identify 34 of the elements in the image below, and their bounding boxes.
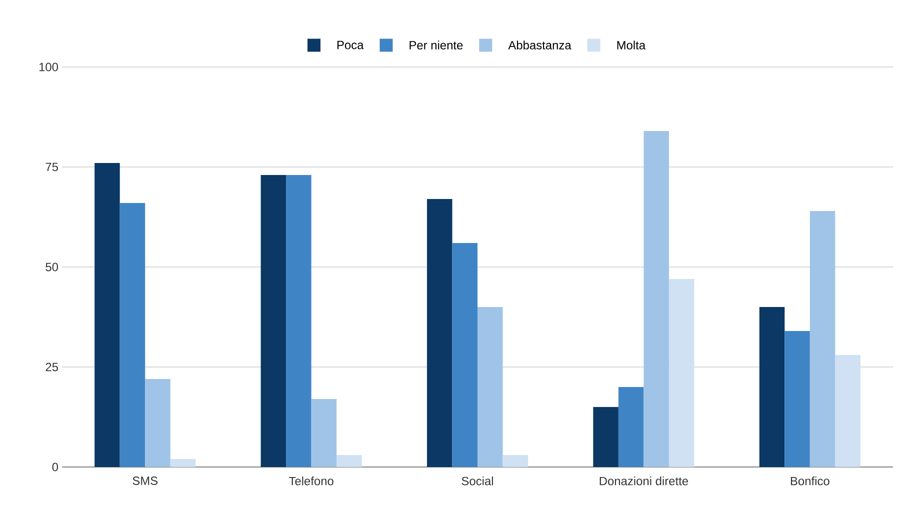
bar bbox=[426, 198, 452, 467]
bar bbox=[94, 162, 120, 467]
bar bbox=[145, 379, 170, 467]
y-tick-label: 75 bbox=[46, 162, 58, 172]
bar bbox=[170, 459, 196, 467]
y-tick-label: 0 bbox=[52, 462, 58, 472]
bar bbox=[759, 306, 785, 467]
bar bbox=[286, 174, 312, 467]
bar bbox=[478, 306, 503, 467]
legend-label: Poca bbox=[337, 40, 364, 50]
x-tick-label: Donazioni dirette bbox=[600, 476, 688, 486]
bar bbox=[260, 174, 286, 467]
bar bbox=[593, 407, 618, 467]
bar bbox=[784, 331, 810, 467]
bar bbox=[644, 130, 669, 467]
bar bbox=[452, 242, 478, 467]
bar bbox=[835, 355, 860, 467]
bar bbox=[810, 210, 836, 467]
legend-label: Molta bbox=[617, 40, 646, 50]
bar bbox=[618, 387, 644, 467]
y-tick-label: 100 bbox=[39, 62, 58, 72]
x-tick-label: Social bbox=[462, 476, 493, 486]
bar bbox=[120, 202, 146, 467]
bar bbox=[311, 399, 337, 467]
legend-label: Per niente bbox=[410, 40, 463, 50]
x-tick-label: Bonfico bbox=[790, 476, 830, 486]
bar bbox=[336, 455, 362, 467]
bar bbox=[668, 278, 694, 467]
y-tick-label: 25 bbox=[46, 362, 58, 372]
x-tick-label: SMS bbox=[132, 476, 158, 485]
legend-label: Abbastanza bbox=[508, 40, 572, 50]
bar bbox=[502, 455, 528, 467]
x-tick-label: Telefono bbox=[288, 476, 334, 486]
y-tick-label: 50 bbox=[46, 262, 58, 272]
